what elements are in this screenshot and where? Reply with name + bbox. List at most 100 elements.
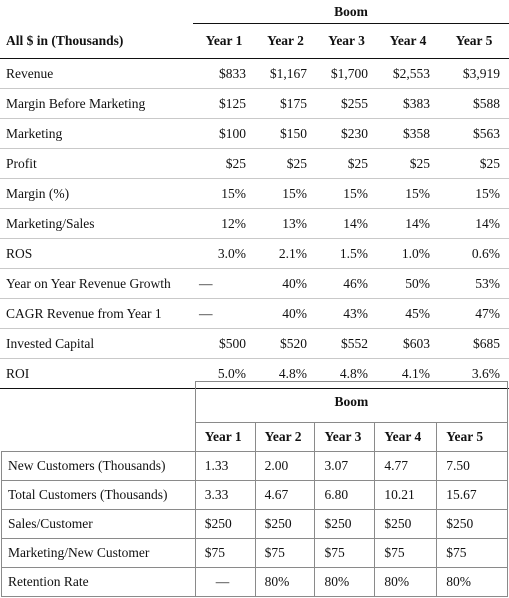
table-cell: $250: [314, 509, 376, 539]
table-cell: $552: [316, 328, 377, 359]
table-cell: 50%: [377, 268, 439, 299]
table-cell: 15%: [439, 178, 509, 209]
table-cell: $255: [316, 88, 377, 119]
table-cell: 1.0%: [377, 238, 439, 269]
table-cell: —: [193, 268, 255, 299]
table-cell: 15%: [255, 178, 316, 209]
row-label: Sales/Customer: [1, 509, 196, 539]
table-cell: $75: [314, 538, 376, 568]
column-header-year-4: Year 4: [374, 422, 438, 452]
table-row: Marketing/New Customer $75 $75 $75 $75 $…: [1, 538, 508, 568]
table-cell: $358: [377, 118, 439, 149]
empty-corner-cell: [1, 422, 196, 452]
table-row: Invested Capital $500 $520 $552 $603 $68…: [0, 328, 509, 359]
table-cell: 1.33: [194, 451, 256, 481]
table-cell: $3,919: [439, 58, 509, 89]
row-label: Marketing/New Customer: [1, 538, 196, 568]
column-header-year-1: Year 1: [194, 422, 256, 452]
table-cell: $25: [255, 148, 316, 179]
group-label: Boom: [193, 0, 509, 24]
table-cell: $833: [193, 58, 255, 89]
row-label: Revenue: [0, 58, 193, 89]
table-cell: 2.00: [254, 451, 316, 481]
table-cell: $150: [255, 118, 316, 149]
table-cell: $2,553: [377, 58, 439, 89]
row-label: Year on Year Revenue Growth: [0, 268, 193, 299]
table-cell: —: [194, 567, 256, 597]
table-cell: 15.67: [436, 480, 508, 510]
table-row: CAGR Revenue from Year 1 — 40% 43% 45% 4…: [0, 298, 509, 329]
table-cell: $75: [194, 538, 256, 568]
table-cell: 14%: [377, 208, 439, 239]
table-cell: 80%: [254, 567, 316, 597]
table-cell: 53%: [439, 268, 509, 299]
table-cell: 40%: [255, 298, 316, 329]
table-cell: —: [193, 298, 255, 329]
table-cell: $1,700: [316, 58, 377, 89]
table-cell: $250: [436, 509, 508, 539]
table-cell: $75: [254, 538, 316, 568]
table-row: Year on Year Revenue Growth — 40% 46% 50…: [0, 268, 509, 299]
row-label: CAGR Revenue from Year 1: [0, 298, 193, 329]
table-cell: 2.1%: [255, 238, 316, 269]
table-row: Sales/Customer $250 $250 $250 $250 $250: [1, 509, 508, 539]
table-cell: $25: [377, 148, 439, 179]
table-cell: 80%: [436, 567, 508, 597]
table-cell: 14%: [439, 208, 509, 239]
row-label: Total Customers (Thousands): [1, 480, 196, 510]
column-header-year-5: Year 5: [436, 422, 508, 452]
table-row: ROS 3.0% 2.1% 1.5% 1.0% 0.6%: [0, 238, 509, 269]
table-cell: 4.67: [254, 480, 316, 510]
table-cell: $1,167: [255, 58, 316, 89]
financial-summary-table: Boom All $ in (Thousands) Year 1 Year 2 …: [0, 0, 509, 389]
table-cell: $563: [439, 118, 509, 149]
table-row: Revenue $833 $1,167 $1,700 $2,553 $3,919: [0, 58, 509, 89]
table-cell: 7.50: [436, 451, 508, 481]
table-cell: 3.33: [194, 480, 256, 510]
column-header-row: All $ in (Thousands) Year 1 Year 2 Year …: [0, 23, 509, 59]
table-cell: $250: [374, 509, 438, 539]
row-label: Margin (%): [0, 178, 193, 209]
table-row: Marketing/Sales 12% 13% 14% 14% 14%: [0, 208, 509, 239]
table-cell: 4.77: [374, 451, 438, 481]
row-label: Invested Capital: [0, 328, 193, 359]
group-header-row: Boom: [0, 0, 509, 24]
table-cell: $520: [255, 328, 316, 359]
table-cell: 3.07: [314, 451, 376, 481]
table-cell: 47%: [439, 298, 509, 329]
table-row: Margin Before Marketing $125 $175 $255 $…: [0, 88, 509, 119]
table-cell: 10.21: [374, 480, 438, 510]
column-header-year-2: Year 2: [254, 422, 316, 452]
table-cell: 80%: [374, 567, 438, 597]
table-cell: 6.80: [314, 480, 376, 510]
table-cell: $25: [316, 148, 377, 179]
table-row: Margin (%) 15% 15% 15% 15% 15%: [0, 178, 509, 209]
row-label: Profit: [0, 148, 193, 179]
table-cell: $588: [439, 88, 509, 119]
row-label: Margin Before Marketing: [0, 88, 193, 119]
table-cell: 1.5%: [316, 238, 377, 269]
table-cell: $175: [255, 88, 316, 119]
column-header-year-2: Year 2: [255, 23, 316, 59]
empty-corner-cell: [1, 381, 196, 423]
table-cell: 3.0%: [193, 238, 255, 269]
table-cell: $250: [194, 509, 256, 539]
column-header-row: Year 1 Year 2 Year 3 Year 4 Year 5: [1, 422, 508, 452]
column-header-year-5: Year 5: [439, 23, 509, 59]
table-cell: 40%: [255, 268, 316, 299]
table-cell: 45%: [377, 298, 439, 329]
table-cell: 15%: [377, 178, 439, 209]
table-cell: $75: [436, 538, 508, 568]
table-cell: 12%: [193, 208, 255, 239]
table-cell: 14%: [316, 208, 377, 239]
table-cell: $25: [439, 148, 509, 179]
table-cell: 0.6%: [439, 238, 509, 269]
column-header-year-1: Year 1: [193, 23, 255, 59]
table-cell: $25: [193, 148, 255, 179]
empty-corner-cell: [0, 0, 193, 24]
row-label: Marketing/Sales: [0, 208, 193, 239]
table-row: Marketing $100 $150 $230 $358 $563: [0, 118, 509, 149]
table-cell: $383: [377, 88, 439, 119]
table-cell: $685: [439, 328, 509, 359]
group-label: Boom: [194, 381, 509, 423]
